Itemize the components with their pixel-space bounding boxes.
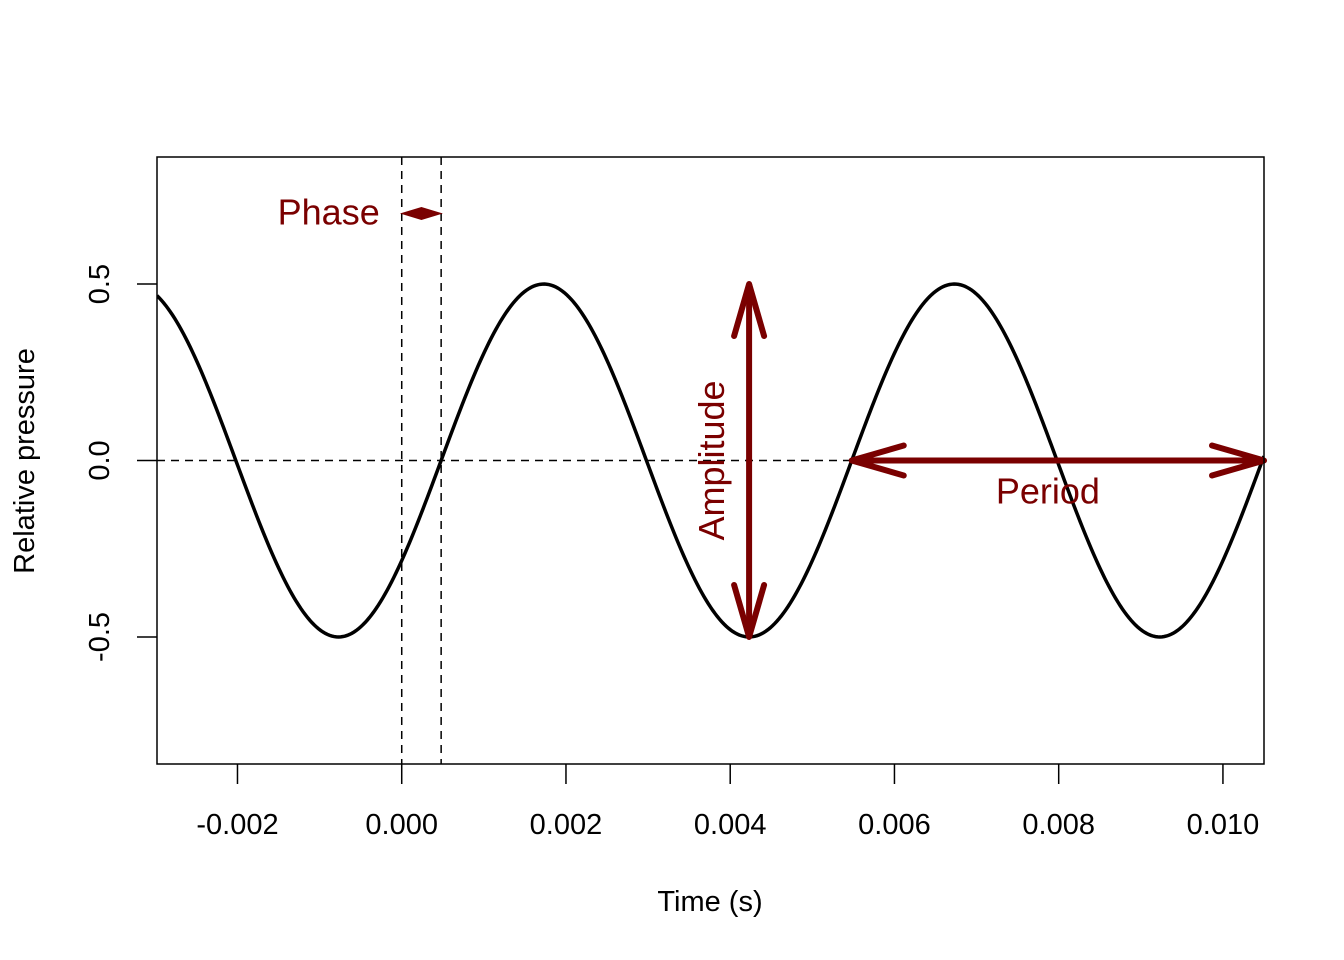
x-tick-label-1: -0.002 <box>196 809 278 841</box>
x-axis: -0.002 0.000 0.002 0.004 0.006 0.008 0.010 <box>196 764 1259 841</box>
period-label: Period <box>996 471 1100 512</box>
x-tick-label-5: 0.006 <box>858 809 931 841</box>
y-tick-label-1: -0.5 <box>84 612 116 662</box>
x-tick-label-4: 0.004 <box>694 809 767 841</box>
y-tick-label-2: 0.0 <box>84 440 116 480</box>
y-axis-title: Relative pressure <box>9 348 41 574</box>
y-axis: -0.5 0.0 0.5 <box>84 264 157 662</box>
phase-arrow <box>400 206 443 220</box>
amplitude-arrow-head-bottom <box>731 581 768 640</box>
x-tick-label-6: 0.008 <box>1022 809 1095 841</box>
x-tick-label-7: 0.010 <box>1187 809 1260 841</box>
annotation-layer: Phase Amplitude Period <box>278 191 1267 640</box>
phase-label: Phase <box>278 191 380 232</box>
x-tick-label-2: 0.000 <box>365 809 438 841</box>
x-tick-label-3: 0.002 <box>530 809 603 841</box>
period-arrow-head-left <box>848 442 907 479</box>
x-axis-title: Time (s) <box>657 886 762 918</box>
reference-lines <box>157 157 1264 764</box>
sine-curve-1 <box>157 282 1264 639</box>
y-tick-label-3: 0.5 <box>84 264 116 304</box>
curve-layer <box>157 282 1264 639</box>
amplitude-arrow-head-top <box>731 281 768 340</box>
amplitude-label: Amplitude <box>691 380 732 540</box>
